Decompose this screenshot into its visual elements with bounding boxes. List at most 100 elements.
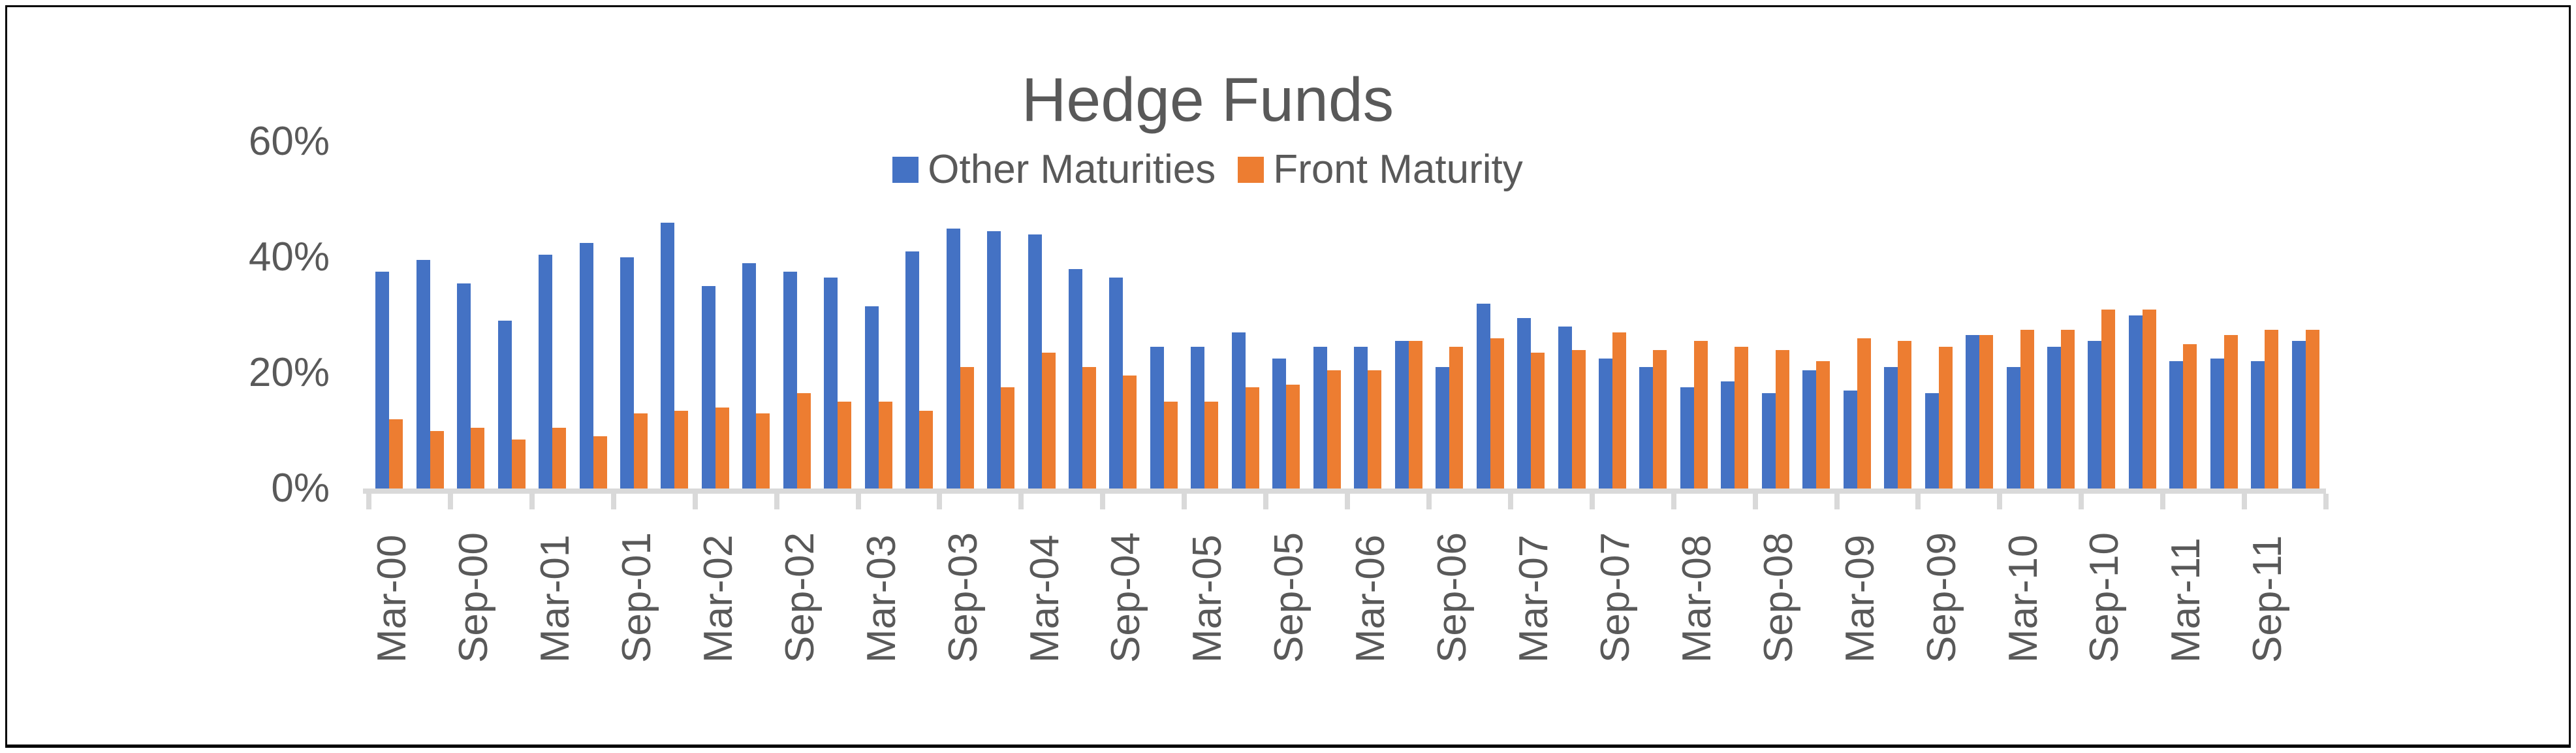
bar-front-maturity	[1327, 370, 1341, 489]
x-axis-tick-mark	[1426, 494, 1432, 509]
bar-front-maturity	[2223, 335, 2238, 489]
x-axis-tick-mark	[1997, 494, 2003, 509]
bar-front-maturity	[2265, 329, 2279, 489]
bar-front-maturity	[2142, 309, 2156, 489]
x-axis-tick-mark	[610, 494, 616, 509]
x-axis-label: Sep-10	[2082, 532, 2128, 663]
legend-swatch-orange-icon	[1238, 156, 1264, 183]
bar-front-maturity	[430, 430, 444, 489]
bar-other-maturities	[1313, 347, 1327, 489]
x-axis-label: Mar-03	[858, 534, 904, 663]
bar-other-maturities	[2251, 361, 2265, 489]
bar-front-maturity	[2101, 309, 2116, 489]
bar-other-maturities	[1109, 277, 1123, 489]
bar-front-maturity	[1286, 384, 1300, 489]
y-axis-label: 20%	[248, 350, 330, 395]
x-axis-label: Sep-07	[1592, 532, 1638, 663]
bar-front-maturity	[389, 419, 403, 489]
bar-front-maturity	[2305, 329, 2319, 489]
bar-other-maturities	[1558, 327, 1572, 489]
x-axis-label: Sep-05	[1266, 532, 1312, 663]
bar-front-maturity	[471, 428, 485, 489]
bar-other-maturities	[1721, 381, 1735, 489]
x-axis-tick-mark	[855, 494, 861, 509]
bar-front-maturity	[1735, 347, 1749, 489]
bar-front-maturity	[1449, 347, 1464, 489]
bar-other-maturities	[987, 231, 1001, 489]
bar-other-maturities	[1354, 347, 1368, 489]
bar-front-maturity	[1163, 402, 1178, 489]
bar-other-maturities	[1802, 370, 1817, 489]
x-axis-tick-mark	[1507, 494, 1513, 509]
bar-other-maturities	[1272, 358, 1287, 489]
bar-front-maturity	[633, 413, 648, 489]
x-axis-tick-mark	[1589, 494, 1595, 509]
bar-other-maturities	[2088, 341, 2102, 489]
bar-other-maturities	[1761, 393, 1776, 489]
bar-other-maturities	[497, 321, 512, 489]
y-axis-label: 0%	[271, 466, 330, 511]
x-axis-label: Mar-09	[1837, 534, 1883, 663]
x-axis-tick-mark	[2242, 494, 2248, 509]
x-axis-label: Sep-00	[451, 532, 497, 663]
bar-other-maturities	[1191, 347, 1205, 489]
bar-front-maturity	[919, 410, 934, 489]
bar-front-maturity	[1531, 353, 1545, 489]
x-axis-tick-mark	[2160, 494, 2166, 509]
x-axis-label: Mar-06	[1348, 534, 1394, 663]
x-axis-label: Sep-06	[1430, 532, 1475, 663]
bar-front-maturity	[1775, 349, 1789, 489]
x-axis-tick-mark	[1915, 494, 1921, 509]
bar-other-maturities	[783, 272, 797, 489]
x-axis-tick-mark	[447, 494, 453, 509]
bar-front-maturity	[715, 408, 729, 489]
bar-front-maturity	[1408, 341, 1422, 489]
y-axis-label: 60%	[248, 119, 330, 164]
bar-front-maturity	[1001, 387, 1015, 489]
bar-other-maturities	[457, 283, 471, 489]
bar-other-maturities	[905, 251, 920, 489]
x-axis-tick-mark	[774, 494, 779, 509]
bar-other-maturities	[1924, 393, 1939, 489]
bar-other-maturities	[742, 263, 757, 489]
bar-other-maturities	[579, 242, 593, 489]
bar-front-maturity	[960, 367, 974, 489]
bar-front-maturity	[1653, 349, 1667, 489]
x-axis-tick-mark	[1182, 494, 1187, 509]
bar-other-maturities	[864, 306, 879, 489]
x-axis-tick-mark	[2079, 494, 2084, 509]
bar-front-maturity	[1245, 387, 1259, 489]
x-axis-label: Mar-04	[1022, 534, 1067, 663]
x-axis-label: Sep-03	[940, 532, 986, 663]
bar-front-maturity	[756, 413, 770, 489]
bar-other-maturities	[1150, 347, 1164, 489]
legend-swatch-blue-icon	[892, 156, 919, 183]
legend: Other Maturities Front Maturity	[751, 146, 1665, 193]
bar-other-maturities	[1966, 335, 1980, 489]
bar-front-maturity	[1123, 376, 1137, 489]
x-axis-line	[363, 489, 2326, 494]
bar-front-maturity	[1082, 367, 1097, 489]
bar-other-maturities	[701, 286, 715, 489]
legend-item-front-maturity: Front Maturity	[1238, 146, 1523, 193]
x-axis-tick-mark	[2323, 494, 2329, 509]
bar-other-maturities	[946, 228, 960, 489]
bar-front-maturity	[674, 410, 689, 489]
bar-other-maturities	[2169, 361, 2184, 489]
x-axis-tick-mark	[1671, 494, 1676, 509]
bar-front-maturity	[1571, 349, 1586, 489]
x-axis-tick-mark	[1263, 494, 1269, 509]
bar-front-maturity	[1490, 338, 1504, 489]
bar-other-maturities	[1517, 317, 1531, 489]
bar-front-maturity	[511, 439, 526, 489]
x-axis-label: Mar-05	[1185, 534, 1231, 663]
bar-front-maturity	[1898, 341, 1912, 489]
bar-other-maturities	[1436, 367, 1450, 489]
x-axis-label: Sep-04	[1103, 532, 1149, 663]
bar-other-maturities	[1680, 387, 1694, 489]
x-axis-label: Sep-01	[614, 532, 659, 663]
x-axis-label: Mar-02	[695, 534, 741, 663]
x-axis-tick-mark	[1018, 494, 1024, 509]
y-axis-label: 40%	[248, 234, 330, 280]
